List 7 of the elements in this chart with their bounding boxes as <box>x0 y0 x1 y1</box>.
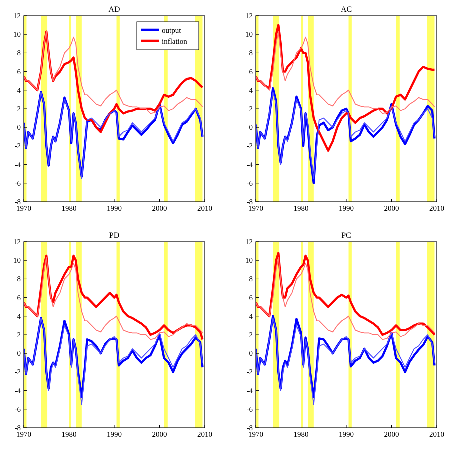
chart-title: AC <box>340 5 352 14</box>
chart-title: PC <box>342 231 352 240</box>
chart-title: AD <box>108 5 120 14</box>
line-series <box>256 24 436 152</box>
chart-title: PD <box>109 231 120 240</box>
line-series <box>256 31 436 114</box>
line-series <box>24 30 204 134</box>
